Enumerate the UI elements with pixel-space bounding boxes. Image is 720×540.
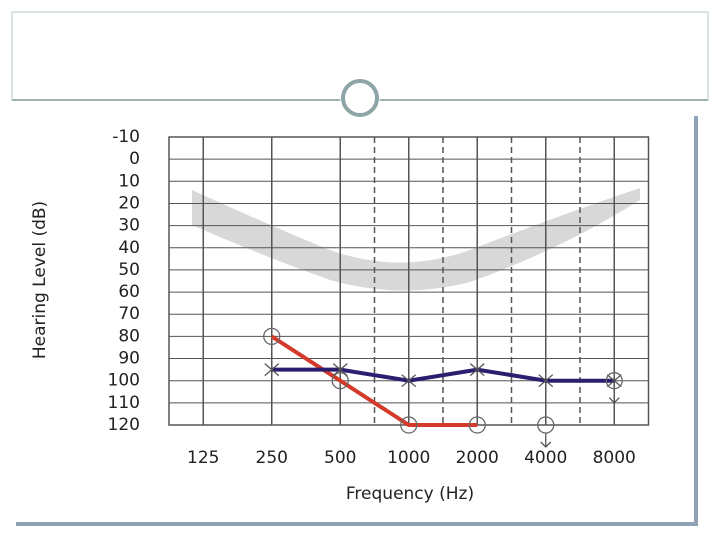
y-tick-label: 120 [108, 415, 140, 435]
x-tick-label: 8000 [593, 448, 636, 468]
x-tick-label: 4000 [524, 448, 567, 468]
x-axis-title: Frequency (Hz) [346, 484, 474, 504]
y-tick-label: 110 [108, 393, 140, 413]
y-tick-label: 60 [118, 282, 140, 302]
y-tick-label: 100 [108, 371, 140, 391]
y-tick-label: 0 [129, 149, 140, 169]
y-tick-label: 10 [118, 171, 140, 191]
x-marker [332, 363, 348, 377]
no-response-arrow [608, 388, 620, 404]
y-tick-label: -10 [112, 127, 140, 147]
y-tick-label: 80 [118, 326, 140, 346]
series-line [270, 334, 478, 427]
x-marker [469, 363, 485, 377]
no-response-arrow [540, 433, 552, 448]
y-tick-label: 30 [118, 216, 140, 236]
y-tick-label: 20 [118, 193, 140, 213]
x-marker [606, 374, 622, 388]
y-tick-label: 70 [118, 304, 140, 324]
series-line [271, 367, 615, 383]
speech-banana [192, 188, 640, 291]
ornament [341, 79, 379, 117]
x-tick-label: 1000 [387, 448, 430, 468]
x-tick-label: 125 [187, 448, 219, 468]
y-tick-label: 90 [118, 349, 140, 369]
x-tick-label: 500 [324, 448, 356, 468]
o-marker [400, 416, 418, 434]
x-tick-label: 250 [256, 448, 288, 468]
y-axis-title: Hearing Level (dB) [30, 201, 50, 359]
y-tick-label: 50 [118, 260, 140, 280]
y-tick-label: 40 [118, 238, 140, 258]
x-marker [264, 363, 280, 377]
x-tick-label: 2000 [456, 448, 499, 468]
o-marker [263, 327, 281, 346]
x-marker [538, 374, 554, 388]
o-marker [468, 416, 486, 434]
o-marker [331, 372, 349, 390]
x-marker [401, 374, 417, 388]
